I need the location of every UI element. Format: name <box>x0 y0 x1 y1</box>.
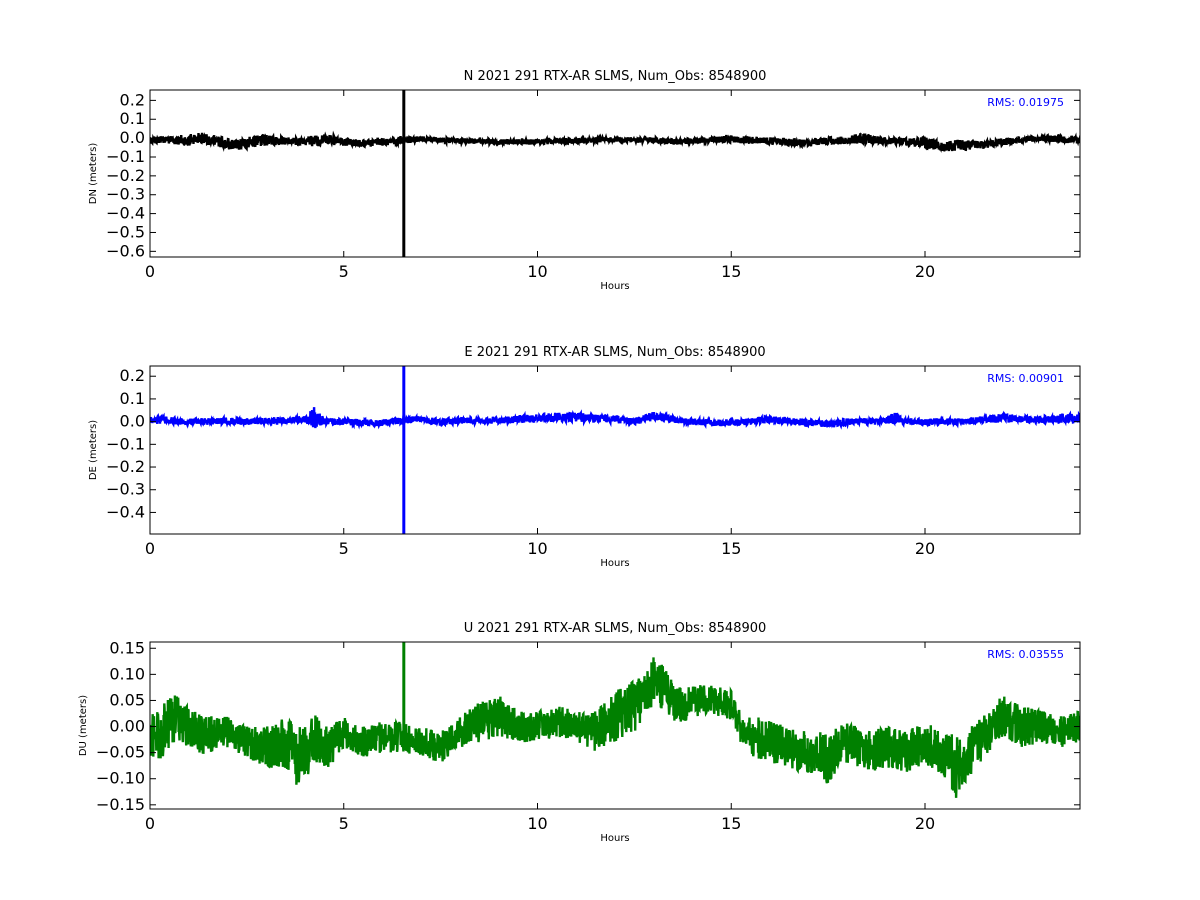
y-tick-label: −0.3 <box>106 480 145 499</box>
x-tick-label: 5 <box>339 262 349 281</box>
y-tick-label: 0.1 <box>120 389 145 408</box>
x-tick-label: 0 <box>145 539 155 558</box>
y-tick-label: −0.2 <box>106 166 145 185</box>
x-tick-label: 10 <box>527 262 547 281</box>
x-axis-label: Hours <box>600 281 629 292</box>
y-tick-label: 0.05 <box>109 690 145 709</box>
panel-3: 0 5 10 15 20 0.15 0.10 0.05 0.00 −0.05 −0.10 −0.15 U… <box>78 621 1081 844</box>
y-tick-label: −0.4 <box>106 502 145 521</box>
x-tick-label: 20 <box>915 539 935 558</box>
y-tick-label: 0.0 <box>120 412 145 431</box>
y-axis-label: DU (meters) <box>78 695 89 756</box>
chart-title: E 2021 291 RTX-AR SLMS, Num_Obs: 8548900 <box>464 345 765 360</box>
panel-1: 0 5 10 15 20 0.20.10.0−0.1−0.2−0.3−0.4−0.5−0.… <box>88 69 1081 292</box>
data-trace <box>150 130 1080 153</box>
x-tick-label: 5 <box>339 539 349 558</box>
plot-frame <box>149 641 1081 810</box>
data-trace <box>150 657 1080 798</box>
y-tick-label: 0.00 <box>109 717 145 736</box>
x-tick-label: 20 <box>915 262 935 281</box>
x-tick-label: 10 <box>527 539 547 558</box>
panel-2: 0 5 10 15 20 0.2 0.1 0.0 −0.1 −0.2 −0.3 −0.4 E 2021 … <box>88 345 1081 569</box>
rms-annotation: RMS: 0.01975 <box>987 96 1064 109</box>
chart-title: N 2021 291 RTX-AR SLMS, Num_Obs: 8548900 <box>464 69 767 84</box>
x-tick-label: 15 <box>721 539 741 558</box>
y-tick-label: −0.1 <box>106 434 145 453</box>
plot-frame <box>149 365 1081 535</box>
x-axis-label: Hours <box>600 833 629 844</box>
rms-annotation: RMS: 0.03555 <box>987 648 1064 661</box>
x-tick-label: 20 <box>915 814 935 833</box>
y-tick-label: −0.1 <box>106 147 145 166</box>
y-tick-label: 0.10 <box>109 664 145 683</box>
y-tick-label: −0.3 <box>106 185 145 204</box>
chart-title: U 2021 291 RTX-AR SLMS, Num_Obs: 8548900 <box>464 621 767 636</box>
y-tick-label: −0.2 <box>106 457 145 476</box>
y-tick-label: 0.0 <box>120 128 145 147</box>
x-tick-label: 10 <box>527 814 547 833</box>
data-trace <box>150 407 1080 430</box>
y-tick-label: 0.2 <box>120 90 145 109</box>
x-tick-label: 0 <box>145 262 155 281</box>
plot-frame <box>149 89 1081 258</box>
rms-annotation: RMS: 0.00901 <box>987 372 1064 385</box>
y-axis-label: DN (meters) <box>88 143 99 205</box>
x-tick-label: 0 <box>145 814 155 833</box>
x-tick-label: 15 <box>721 814 741 833</box>
y-tick-label: −0.4 <box>106 204 145 223</box>
y-tick-label: 0.2 <box>120 366 145 385</box>
y-tick-label: −0.05 <box>96 743 145 762</box>
y-tick-label: 0.1 <box>120 109 145 128</box>
x-tick-label: 5 <box>339 814 349 833</box>
y-axis-label: DE (meters) <box>88 420 99 480</box>
y-tick-label: −0.15 <box>96 795 145 814</box>
y-tick-label: −0.5 <box>106 222 145 241</box>
x-axis-label: Hours <box>600 558 629 569</box>
y-tick-label: −0.6 <box>106 241 145 260</box>
y-tick-label: 0.15 <box>109 638 145 657</box>
x-tick-label: 15 <box>721 262 741 281</box>
y-tick-label: −0.10 <box>96 769 145 788</box>
